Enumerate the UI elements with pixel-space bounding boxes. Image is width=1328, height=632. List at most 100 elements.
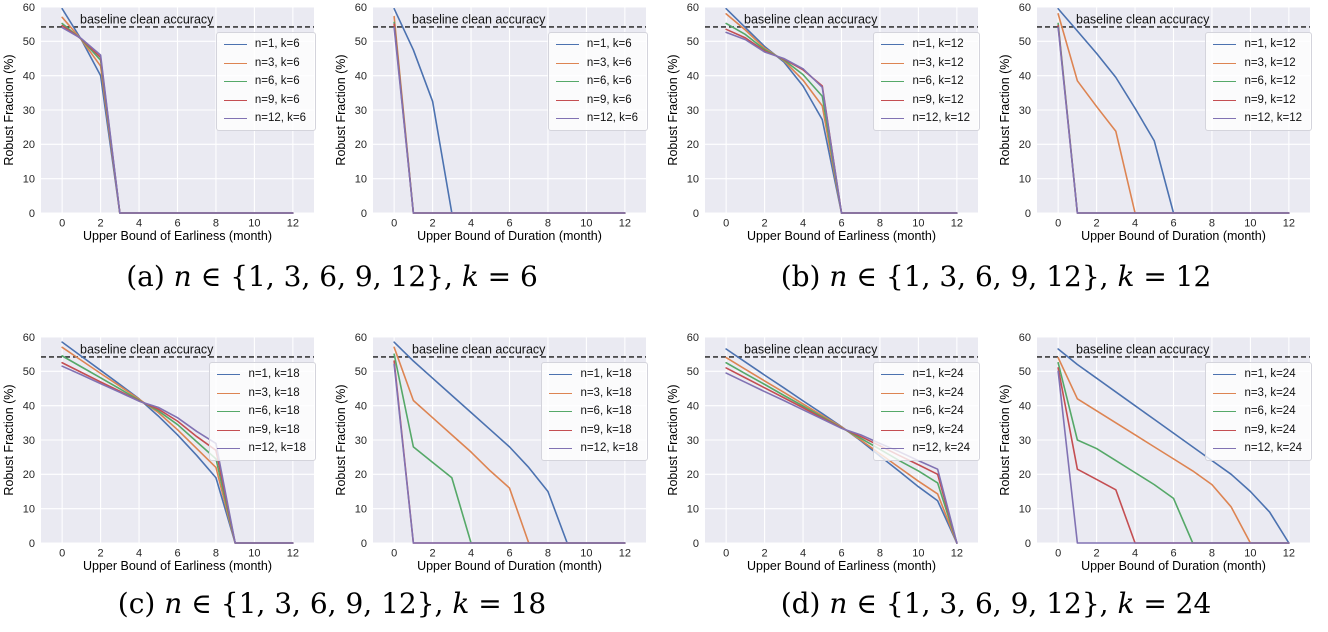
x-axis-label: Upper Bound of Duration (month) (1081, 559, 1266, 573)
legend-item: n=12, k=12 (1213, 112, 1302, 125)
y-tick-label: 0 (693, 208, 699, 220)
y-tick-label: 50 (1019, 36, 1031, 48)
y-tick-label: 60 (355, 332, 367, 344)
legend-item: n=3, k=12 (881, 57, 970, 70)
series-line (61, 26, 294, 214)
x-tick-label: 4 (800, 548, 806, 560)
y-tick-label: 20 (23, 139, 35, 151)
legend-line-swatch (1213, 99, 1237, 101)
legend-line-swatch (1213, 429, 1237, 431)
legend-line-swatch (881, 429, 905, 431)
baseline-label: baseline clean accuracy (1076, 342, 1210, 356)
legend-item: n=1, k=6 (555, 38, 638, 51)
baseline-label: baseline clean accuracy (744, 12, 878, 26)
charts-row-top: baseline clean accuracy 0 10 20 30 40 50 60 0 2 4 6… (0, 0, 1328, 245)
chart-b-earliness: baseline clean accuracy 0 10 20 30 40 50 60 0 2 4 6… (664, 0, 996, 245)
y-tick-label: 60 (687, 332, 699, 344)
legend-line-swatch (555, 118, 579, 119)
y-tick-label: 10 (1019, 173, 1031, 185)
baseline-label: baseline clean accuracy (412, 342, 546, 356)
x-tick-label: 6 (174, 218, 180, 230)
x-tick-label: 0 (59, 548, 65, 560)
x-tick-label: 0 (723, 218, 729, 230)
x-tick-label: 2 (98, 218, 104, 230)
y-tick-label: 50 (23, 366, 35, 378)
baseline-label: baseline clean accuracy (744, 342, 878, 356)
legend-label: n=9, k=24 (912, 423, 964, 436)
caption-d: (d) n ∈ {1, 3, 6, 9, 12}, k = 24 (664, 575, 1328, 632)
x-tick-label: 8 (213, 548, 219, 560)
legend-line-swatch (555, 81, 579, 82)
series-line (725, 31, 958, 214)
legend-item: n=1, k=24 (1213, 368, 1302, 381)
caption-math-text: ∈ {1, 3, 6, 9, 12}, (182, 587, 453, 620)
legend-label: n=9, k=6 (586, 93, 632, 106)
legend-line-swatch (881, 118, 905, 119)
x-tick-label: 10 (1244, 548, 1256, 560)
y-tick-label: 30 (687, 435, 699, 447)
y-tick-label: 60 (355, 2, 367, 14)
legend-line-swatch (881, 374, 905, 375)
legend-label: n=9, k=18 (248, 423, 300, 436)
legend-item: n=1, k=12 (1213, 38, 1302, 51)
legend-item: n=12, k=18 (549, 442, 638, 455)
legend-line-swatch (217, 392, 241, 394)
caption-math-text: = 12 (1134, 259, 1212, 293)
legend-label: n=9, k=24 (1244, 423, 1296, 436)
x-tick-label: 12 (951, 218, 963, 230)
x-axis-label: Upper Bound of Duration (month) (417, 559, 602, 573)
caption-index-label: (d) (780, 587, 830, 620)
y-tick-label: 40 (23, 400, 35, 412)
x-tick-label: 6 (506, 548, 512, 560)
x-tick-label: 12 (287, 548, 299, 560)
x-tick-label: 12 (287, 218, 299, 230)
legend-line-swatch (549, 429, 573, 431)
legend-line-swatch (549, 392, 573, 394)
legend-label: n=9, k=18 (580, 423, 632, 436)
x-tick-label: 8 (545, 548, 551, 560)
chart-c-duration: baseline clean accuracy 0 10 20 30 40 50 60 0 2 4 6… (332, 330, 664, 575)
legend-item: n=3, k=24 (1213, 387, 1302, 400)
series-line (1057, 370, 1290, 544)
legend-label: n=3, k=24 (1244, 386, 1296, 399)
y-tick-label: 10 (1019, 503, 1031, 515)
caption-a: (a) n ∈ {1, 3, 6, 9, 12}, k = 6 (0, 245, 664, 307)
caption-math-variable: n (829, 259, 848, 293)
legend-item: n=12, k=12 (881, 112, 970, 125)
caption-math-text: ∈ {1, 3, 6, 9, 12}, (847, 587, 1118, 620)
legend-label: n=6, k=12 (1244, 75, 1296, 87)
y-tick-label: 40 (1019, 400, 1031, 412)
y-axis-label: Robust Fraction (%) (334, 384, 348, 495)
legend-line-swatch (1213, 411, 1237, 412)
legend-item: n=6, k=6 (223, 75, 306, 88)
legend-item: n=6, k=12 (1213, 75, 1302, 88)
chart-a-duration: baseline clean accuracy 0 10 20 30 40 50 60 0 2 4 6… (332, 0, 664, 245)
legend: n=1, k=18 n=3, k=18 n=6, k=18 n=9, k=18 n=12… (541, 362, 648, 461)
x-axis-label: Upper Bound of Duration (month) (1081, 229, 1266, 243)
caption-math-variable: k (461, 259, 479, 293)
chart-b-duration: baseline clean accuracy 0 10 20 30 40 50 60 0 2 4 6… (996, 0, 1328, 245)
legend-line-swatch (881, 81, 905, 82)
x-axis-label: Upper Bound of Duration (month) (417, 229, 602, 243)
subfigure-row-top: baseline clean accuracy 0 10 20 30 40 50 60 0 2 4 6… (0, 0, 1328, 307)
y-tick-label: 30 (23, 105, 35, 117)
legend: n=1, k=12 n=3, k=12 n=6, k=12 n=9, k=12 n=12… (873, 32, 980, 131)
legend-item: n=6, k=6 (555, 75, 638, 88)
x-tick-label: 2 (762, 548, 768, 560)
x-axis-label: Upper Bound of Earliness (month) (747, 229, 936, 243)
legend-item: n=9, k=18 (549, 424, 638, 437)
series-line (1057, 356, 1290, 544)
legend-line-swatch (217, 374, 241, 375)
legend-line-swatch (555, 44, 579, 45)
legend-label: n=12, k=24 (912, 442, 970, 454)
y-tick-label: 10 (23, 503, 35, 515)
legend-line-swatch (1213, 81, 1237, 82)
series-line (1057, 7, 1290, 214)
legend-label: n=3, k=24 (912, 386, 964, 399)
legend-label: n=1, k=18 (580, 368, 632, 380)
caption-math-variable: k (1117, 259, 1135, 293)
caption-math-variable: n (829, 587, 848, 620)
y-tick-label: 30 (1019, 105, 1031, 117)
legend-item: n=6, k=24 (1213, 405, 1302, 418)
y-axis-label: Robust Fraction (%) (334, 54, 348, 165)
